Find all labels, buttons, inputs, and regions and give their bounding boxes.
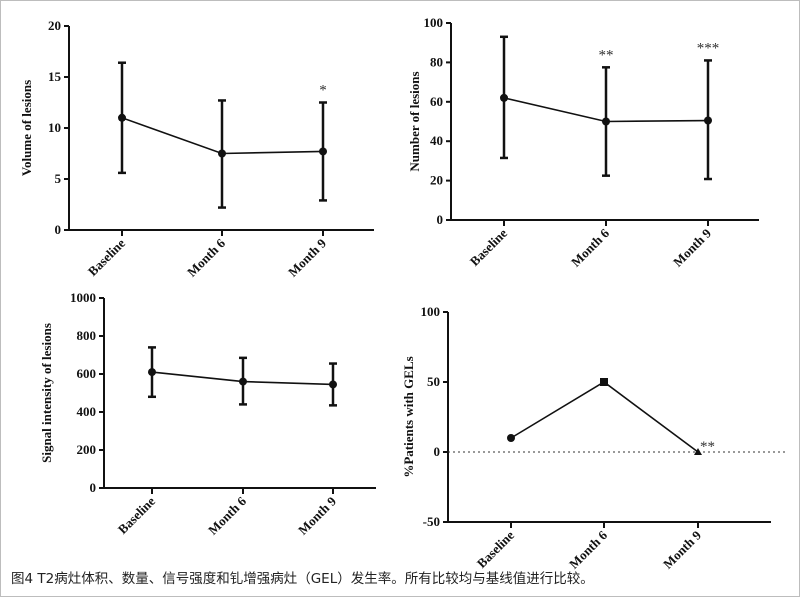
y-tick-label: 5 <box>55 171 62 186</box>
data-point-square <box>600 378 608 386</box>
y-tick-label: 0 <box>55 222 62 237</box>
chart-panel-3: 0 200 400 600 800 1000 Signal intensity of les… <box>39 290 376 538</box>
data-point <box>500 93 508 102</box>
y-tick-label: 0 <box>437 212 444 227</box>
x-tick-label: Month 6 <box>568 225 612 269</box>
series-line <box>510 381 699 453</box>
y-tick-label: 600 <box>77 366 97 381</box>
y-tick-label: 60 <box>430 94 443 109</box>
y-tick-label: 10 <box>48 120 61 135</box>
y-tick-label: 800 <box>77 328 97 343</box>
y-axis-label: Number of lesions <box>407 71 422 171</box>
y-tick-label: 400 <box>77 404 97 419</box>
data-point <box>218 149 226 158</box>
y-axis-label: Signal intensity of lesions <box>39 323 54 463</box>
x-tick-label: Month 9 <box>670 225 714 269</box>
data-point <box>319 147 327 156</box>
y-tick-label: 80 <box>430 54 443 69</box>
significance-marker: *** <box>697 40 720 56</box>
data-point <box>239 377 247 386</box>
x-tick-label: Baseline <box>85 235 128 278</box>
y-tick-label: 0 <box>434 444 441 459</box>
data-point <box>329 380 337 389</box>
y-tick-label: 40 <box>430 133 443 148</box>
x-tick-label: Baseline <box>467 225 510 268</box>
y-axis-label: Volume of lesions <box>19 80 34 176</box>
significance-marker: ** <box>599 47 614 63</box>
x-tick-label: Month 6 <box>205 493 249 537</box>
y-tick-label: 50 <box>427 374 440 389</box>
x-tick-label: Month 9 <box>660 527 704 571</box>
chart-panel-2: 0 20 40 60 80 100 Number of lesions Baseline Mon… <box>407 15 759 270</box>
x-tick-label: Month 6 <box>566 527 610 571</box>
data-point <box>602 117 610 126</box>
data-point <box>507 434 515 442</box>
data-point-triangle <box>694 448 702 455</box>
y-tick-label: 1000 <box>70 290 96 305</box>
y-tick-label: 15 <box>48 69 62 84</box>
y-axis-label: %Patients with GELs <box>401 356 416 477</box>
data-point <box>704 116 712 125</box>
chart-panel-1: 0 5 10 15 20 Volume of lesions Baseline Month 6… <box>19 18 374 280</box>
y-tick-label: 100 <box>421 304 441 319</box>
significance-marker: ** <box>700 439 715 455</box>
y-tick-label: 0 <box>90 480 97 495</box>
y-tick-label: 100 <box>424 15 444 30</box>
y-tick-label: -50 <box>423 514 440 529</box>
data-point <box>118 113 126 122</box>
data-point <box>148 368 156 377</box>
chart-panel-4: -50 0 50 100 %Patients with GELs Baseline Mont… <box>401 304 786 572</box>
y-tick-label: 20 <box>430 173 443 188</box>
y-tick-label: 20 <box>48 18 61 33</box>
x-tick-label: Month 6 <box>184 235 228 279</box>
figure-caption: 图4 T2病灶体积、数量、信号强度和钆增强病灶（GEL）发生率。所有比较均与基线… <box>11 571 594 587</box>
y-tick-label: 200 <box>77 442 97 457</box>
x-tick-label: Baseline <box>474 527 517 570</box>
x-tick-label: Baseline <box>115 493 158 536</box>
x-tick-label: Month 9 <box>285 235 329 279</box>
significance-marker: * <box>319 83 327 99</box>
x-tick-label: Month 9 <box>295 493 339 537</box>
